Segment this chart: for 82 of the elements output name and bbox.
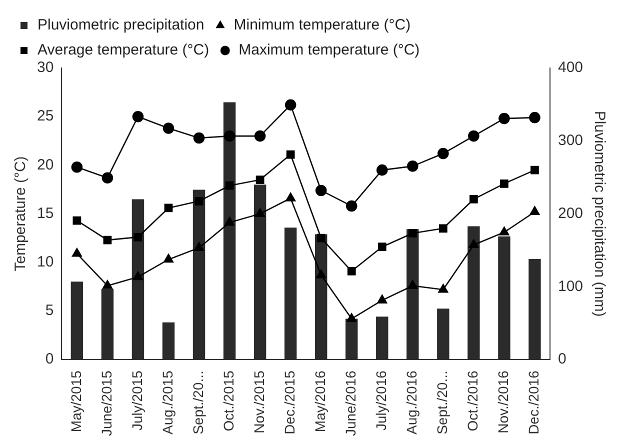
point [286, 150, 295, 159]
x-tick-label: Oct./2015 [220, 370, 236, 432]
point [408, 229, 417, 238]
y2-axis-title: Pluviometric precipitation (mm) [590, 110, 608, 317]
y-tick-label: 25 [36, 108, 54, 125]
point [347, 266, 356, 276]
x-tick-label: June/2016 [342, 370, 358, 436]
y2-tick-label: 0 [558, 350, 566, 368]
point [530, 166, 539, 174]
point [103, 236, 112, 244]
y-tick-label: 30 [36, 59, 54, 76]
x-tick-label: July/2015 [128, 370, 145, 431]
legend-label: Pluviometric precipitation [38, 16, 204, 34]
point [284, 99, 296, 111]
x-tick-label: June/2015 [98, 370, 114, 436]
legend-label: Minimum temperature (°C) [234, 16, 411, 34]
point [256, 176, 264, 184]
point [438, 148, 449, 160]
x-tick-label: Sept./20... [434, 370, 450, 434]
point [346, 200, 358, 212]
point [72, 248, 82, 257]
point [346, 313, 357, 322]
legend-label: Maximum temperature (°C) [238, 42, 420, 59]
point [254, 130, 266, 142]
y2-tick-label: 100 [558, 278, 584, 295]
point [316, 269, 326, 278]
point [408, 280, 418, 289]
point [193, 132, 205, 144]
y-axis-title: Temperature (°C) [12, 156, 30, 272]
point [468, 239, 479, 248]
point [133, 271, 143, 280]
point [102, 280, 112, 289]
y2-tick-label: 200 [558, 204, 584, 222]
point [500, 179, 508, 188]
x-tick-label: Dec./2016 [526, 370, 542, 434]
y-tick-label: 5 [45, 302, 54, 320]
x-tick-label: Oct./2016 [464, 370, 481, 432]
point [194, 196, 204, 206]
point [438, 284, 448, 293]
point [194, 242, 204, 251]
point [469, 195, 478, 204]
point [529, 112, 540, 124]
point [102, 172, 114, 184]
point [498, 112, 510, 124]
x-tick-label: Nov./2015 [250, 370, 267, 434]
point [164, 254, 174, 263]
point [377, 294, 388, 304]
x-tick-label: Sept./20... [190, 370, 206, 434]
point [530, 206, 540, 216]
x-tick-label: Aug./2016 [404, 370, 420, 434]
x-tick-label: Dec./2015 [281, 370, 298, 434]
y-tick-label: 10 [36, 254, 54, 271]
point [72, 216, 82, 225]
y2-tick-label: 400 [558, 59, 584, 76]
y-tick-label: 0 [45, 350, 54, 368]
x-tick-label: Aug./2015 [159, 370, 176, 434]
point [316, 234, 326, 242]
y2-tick-label: 300 [558, 132, 584, 150]
point [376, 164, 388, 176]
point [71, 161, 83, 173]
point [499, 226, 510, 236]
x-tick-label: Nov./2016 [495, 370, 512, 434]
point [134, 232, 142, 242]
point [406, 160, 418, 172]
point [162, 122, 174, 134]
point [224, 216, 235, 226]
y-tick-label: 15 [36, 204, 54, 222]
y-tick-label: 20 [36, 156, 54, 174]
x-tick-label: May/2015 [68, 370, 84, 432]
point [468, 130, 480, 142]
point [224, 130, 236, 142]
point [164, 204, 173, 212]
point [378, 242, 386, 252]
point [255, 208, 266, 217]
x-tick-label: May/2016 [312, 370, 328, 432]
point [315, 184, 327, 196]
point [286, 192, 296, 202]
point [438, 224, 448, 233]
x-tick-label: July/2016 [372, 370, 389, 431]
legend-label: Average temperature (°C) [38, 42, 210, 59]
point [225, 181, 234, 190]
point [132, 110, 144, 122]
